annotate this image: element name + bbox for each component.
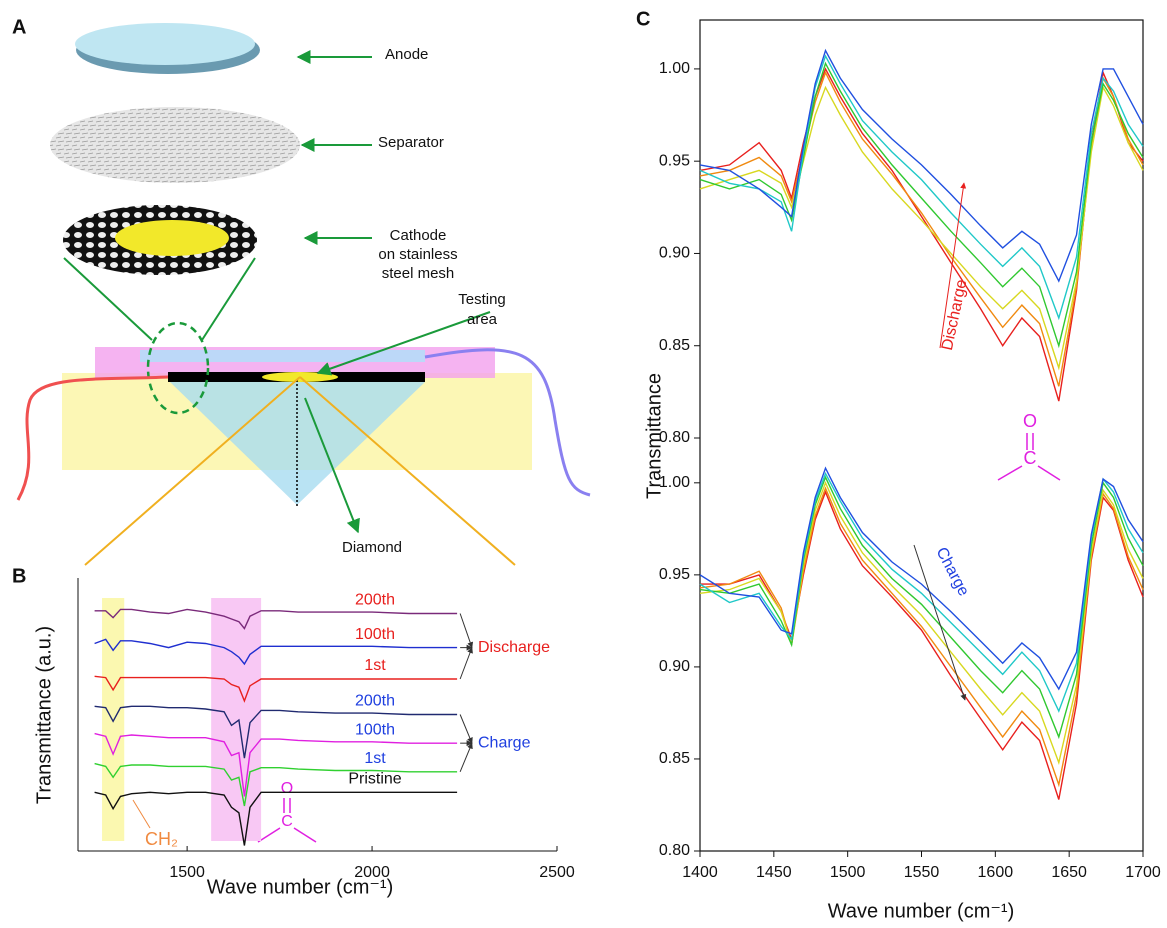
carbonyl-c: C: [1024, 448, 1037, 468]
y-tick-label: 1.00: [659, 474, 690, 491]
x-tick-label: 1700: [1125, 864, 1161, 881]
x-tick-label: 1500: [169, 864, 205, 881]
x-tick-label: 1550: [904, 864, 940, 881]
group-arrow: [460, 648, 472, 679]
label: Testing: [458, 291, 506, 308]
y-tick-label: 0.95: [659, 566, 690, 583]
y-tick-label: 0.85: [659, 750, 690, 767]
annotation-leader: [133, 800, 150, 828]
spectrum-line: [700, 483, 1143, 763]
y-tick-label: 0.90: [659, 245, 690, 262]
spectrum-line: [700, 488, 1143, 784]
spectrum-line: [700, 63, 1143, 345]
spectrum-line: [700, 492, 1143, 800]
panel-label: A: [12, 16, 26, 38]
highlight: [102, 598, 124, 841]
figure: A B C Anode Separator Cathode on stainle…: [0, 0, 1167, 928]
y-tick-label: 0.95: [659, 152, 690, 169]
anode: [75, 23, 255, 65]
series-label: Pristine: [348, 771, 401, 788]
series-label: 1st: [364, 657, 386, 674]
label: Anode: [385, 46, 428, 63]
spectrum-line: [700, 87, 1143, 368]
label: Separator: [378, 134, 444, 151]
spectrum-line: [95, 609, 458, 628]
spectrum-line: [95, 706, 458, 758]
plot-frame: [700, 20, 1143, 851]
label: area: [467, 311, 498, 328]
y-axis-label: Transmittance (a.u.): [33, 626, 55, 804]
x-tick-label: 2500: [539, 864, 575, 881]
cell-anode: [140, 350, 425, 362]
zoom-line: [202, 258, 255, 340]
annotation: Discharge: [939, 278, 971, 352]
spectrum-line: [95, 639, 458, 664]
series-label: 200th: [355, 592, 395, 609]
x-tick-label: 1450: [756, 864, 792, 881]
y-tick-label: 0.85: [659, 337, 690, 354]
series-label: 1st: [364, 750, 386, 767]
x-tick-label: 1650: [1051, 864, 1087, 881]
group-arrow: [460, 743, 472, 772]
group-arrow: [460, 715, 472, 744]
carbonyl-c: C: [281, 813, 293, 830]
cathode: [115, 220, 229, 256]
annotation: CH₂: [145, 829, 178, 849]
x-axis-label: Wave number (cm⁻¹): [207, 876, 394, 898]
diagram: Anode Separator Cathode on stainless ste…: [18, 23, 590, 565]
x-axis-label: Wave number (cm⁻¹): [828, 900, 1015, 922]
x-tick-label: 1500: [830, 864, 866, 881]
label: on stainless: [378, 246, 457, 263]
spectrum-line: [95, 676, 458, 701]
series-label: 200th: [355, 693, 395, 710]
group-label: Charge: [478, 734, 531, 751]
series-label: 100th: [355, 626, 395, 643]
label: Diamond: [342, 539, 402, 556]
spectrum-line: [700, 51, 1143, 282]
panel-label: B: [12, 565, 26, 587]
carbonyl-o: O: [1023, 411, 1037, 431]
y-tick-label: 1.00: [659, 60, 690, 77]
carbonyl-o: O: [281, 780, 293, 797]
label: Cathode: [390, 227, 447, 244]
y-tick-label: 0.90: [659, 658, 690, 675]
panel-label: C: [636, 8, 650, 30]
y-tick-label: 0.80: [659, 842, 690, 859]
series-label: 100th: [355, 721, 395, 738]
x-tick-label: 1600: [978, 864, 1014, 881]
annotation: Charge: [932, 545, 972, 599]
spectrum-line: [700, 468, 1143, 689]
x-tick-label: 1400: [682, 864, 718, 881]
group-arrow: [460, 613, 472, 647]
group-label: Discharge: [478, 639, 550, 656]
separator: [50, 107, 300, 183]
spectrum-line: [95, 764, 458, 806]
label: steel mesh: [382, 265, 455, 282]
